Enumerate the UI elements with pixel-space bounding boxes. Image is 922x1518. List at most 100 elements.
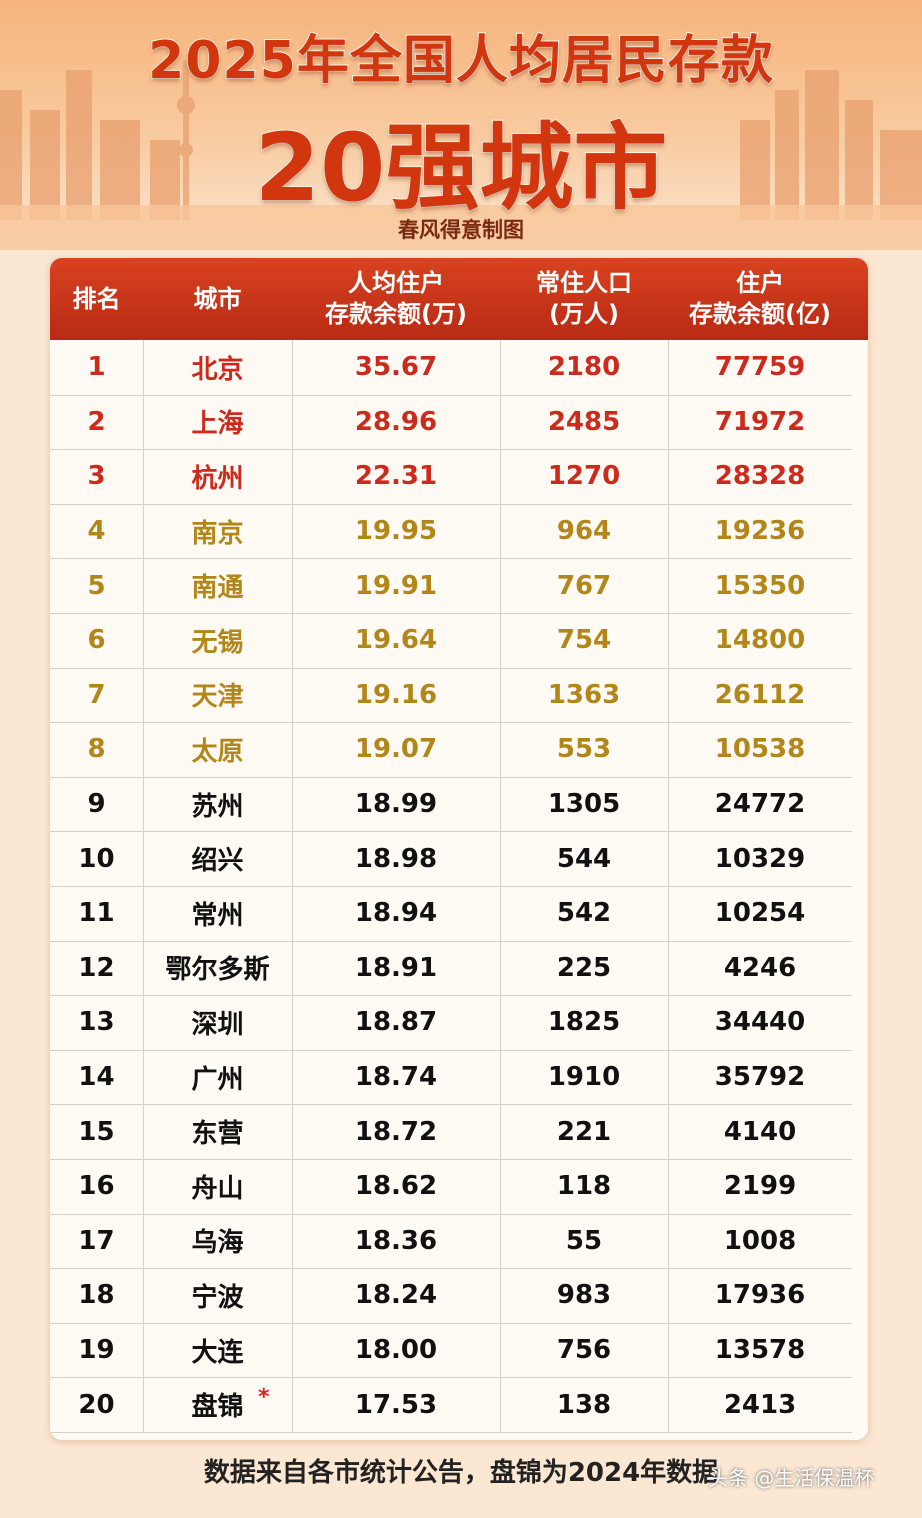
value-cell: 18.24 (354, 1280, 438, 1311)
value-cell: 983 (556, 1280, 612, 1311)
value-cell: 15350 (714, 570, 806, 601)
value-cell: 26112 (714, 679, 806, 710)
column-header: 人均住户 存款余额(万) (292, 258, 500, 340)
column-divider (668, 340, 669, 1432)
row-divider (50, 1049, 852, 1051)
value-cell: 118 (556, 1171, 612, 1202)
city-cell: 绍兴 (191, 846, 244, 877)
value-cell: 18.74 (354, 1062, 438, 1093)
footnote-mark: * (258, 1385, 270, 1411)
value-cell: 18.99 (354, 789, 438, 820)
column-header-line: (万人) (549, 300, 619, 328)
value-cell: 22.31 (354, 461, 438, 492)
city-cell: 杭州 (191, 463, 244, 494)
row-divider (50, 776, 852, 778)
row-divider (50, 1268, 852, 1270)
city-cell: 天津 (191, 682, 244, 713)
value-cell: 19.16 (354, 679, 438, 710)
value-cell: 18.98 (354, 843, 438, 874)
column-header-line: 常住人口 (536, 269, 632, 297)
value-cell: 2413 (723, 1389, 797, 1420)
value-cell: 18.87 (354, 1007, 438, 1038)
title-line1: 2025年全国人均居民存款 (147, 30, 774, 92)
value-cell: 1825 (547, 1007, 621, 1038)
value-cell: 14800 (714, 625, 806, 656)
row-divider (50, 394, 852, 396)
rank-cell: 17 (78, 1225, 115, 1256)
row-divider (50, 1322, 852, 1324)
value-cell: 10254 (714, 898, 806, 929)
value-cell: 35.67 (354, 352, 438, 383)
row-divider (50, 1104, 852, 1106)
city-cell: 大连 (191, 1337, 244, 1368)
rank-cell: 8 (87, 734, 106, 765)
column-header: 住户 存款余额(亿) (668, 258, 852, 340)
value-cell: 18.72 (354, 1116, 438, 1147)
value-cell: 18.36 (354, 1225, 438, 1256)
value-cell: 19236 (714, 516, 806, 547)
row-divider (50, 1377, 852, 1379)
rank-cell: 1 (87, 352, 106, 383)
value-cell: 19.07 (354, 734, 438, 765)
city-cell: 太原 (191, 736, 244, 767)
column-header-line: 存款余额(亿) (689, 300, 831, 328)
row-divider (50, 558, 852, 560)
value-cell: 17.53 (354, 1389, 438, 1420)
table-header: 排名 城市 人均住户 存款余额(万) 常住人口 (万人) 住户 存款余额(亿) (50, 258, 868, 340)
value-cell: 71972 (714, 406, 806, 437)
rank-cell: 9 (87, 789, 106, 820)
city-cell: 南京 (191, 518, 244, 549)
value-cell: 964 (556, 516, 612, 547)
row-divider (50, 722, 852, 724)
footnote: 数据来自各市统计公告，盘锦为2024年数据 (203, 1458, 719, 1488)
rank-cell: 2 (87, 406, 106, 437)
column-divider (143, 340, 144, 1432)
rank-cell: 19 (78, 1335, 115, 1366)
value-cell: 13578 (714, 1335, 806, 1366)
city-cell: 宁波 (191, 1282, 244, 1313)
value-cell: 1008 (723, 1225, 797, 1256)
value-cell: 138 (556, 1389, 612, 1420)
value-cell: 767 (556, 570, 612, 601)
row-divider (50, 503, 852, 505)
city-cell: 东营 (191, 1119, 244, 1150)
value-cell: 1363 (547, 679, 621, 710)
column-header: 常住人口 (万人) (500, 258, 668, 340)
value-cell: 18.00 (354, 1335, 438, 1366)
rank-cell: 15 (78, 1116, 115, 1147)
rank-cell: 14 (78, 1062, 115, 1093)
city-cell: 乌海 (191, 1228, 244, 1259)
rank-cell: 10 (78, 843, 115, 874)
value-cell: 225 (556, 952, 612, 983)
value-cell: 754 (556, 625, 612, 656)
city-cell: 南通 (191, 573, 244, 604)
value-cell: 18.94 (354, 898, 438, 929)
value-cell: 55 (565, 1225, 603, 1256)
skyline (0, 60, 922, 250)
value-cell: 19.91 (354, 570, 438, 601)
column-header-line: 城市 (193, 284, 242, 313)
row-divider (50, 995, 852, 997)
value-cell: 19.95 (354, 516, 438, 547)
rank-cell: 13 (78, 1007, 115, 1038)
value-cell: 34440 (714, 1007, 806, 1038)
value-cell: 2485 (547, 406, 621, 437)
table: 排名 城市 人均住户 存款余额(万) 常住人口 (万人) 住户 存款余额(亿) 1 北京 35.6… (50, 258, 868, 1440)
row-divider (50, 449, 852, 451)
title-line2: 20强城市 (254, 113, 669, 224)
value-cell: 4246 (723, 952, 797, 983)
column-header-line: 存款余额(万) (325, 300, 467, 328)
value-cell: 2180 (547, 352, 621, 383)
value-cell: 28328 (714, 461, 806, 492)
city-cell: 北京 (191, 354, 244, 385)
value-cell: 18.62 (354, 1171, 438, 1202)
city-cell: 舟山 (191, 1173, 244, 1204)
value-cell: 1910 (547, 1062, 621, 1093)
rank-cell: 7 (87, 679, 106, 710)
watermark: 头条 @生活保温杯 (708, 1466, 875, 1490)
column-divider (292, 340, 293, 1432)
value-cell: 77759 (714, 352, 806, 383)
row-divider (50, 940, 852, 942)
row-divider (50, 613, 852, 614)
